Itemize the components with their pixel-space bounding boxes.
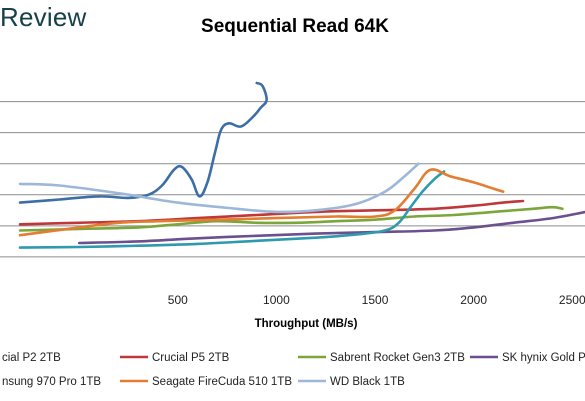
series-line-5: [18, 170, 446, 249]
series-line-1: [18, 81, 268, 204]
x-tick-label-500: 500: [168, 293, 188, 307]
legend-item-5: nsung 970 Pro 1TB: [2, 376, 101, 388]
legend-label-3: Sabrent Rocket Gen3 2TB: [330, 352, 465, 364]
legend-label-2: Crucial P5 2TB: [152, 352, 230, 364]
legend-item-1: cial P2 2TB: [2, 352, 61, 364]
series-line-6: [18, 168, 505, 237]
legend-item-4: SK hynix Gold P3: [470, 352, 585, 364]
x-tick-label-2000: 2000: [460, 293, 487, 307]
legend-label-4: SK hynix Gold P3: [502, 352, 585, 364]
legend-label-1: cial P2 2TB: [2, 352, 61, 364]
x-tick-labels: 500 1000 1500 2000 2500: [168, 293, 585, 307]
legend-label-7: WD Black 1TB: [330, 376, 405, 388]
series-line-3: [18, 205, 564, 232]
x-tick-label-1000: 1000: [263, 293, 290, 307]
legend-item-2: Crucial P5 2TB: [120, 352, 230, 364]
legend: cial P2 2TB Crucial P5 2TB Sabrent Rocket …: [2, 352, 585, 388]
x-tick-label-1500: 1500: [362, 293, 389, 307]
legend-item-7: WD Black 1TB: [298, 376, 405, 388]
x-axis-title: Throughput (MB/s): [255, 318, 358, 330]
legend-item-3: Sabrent Rocket Gen3 2TB: [298, 352, 465, 364]
site-logo-text: Review: [0, 2, 87, 32]
chart-title: Sequential Read 64K: [201, 16, 389, 37]
legend-item-6: Seagate FireCuda 510 1TB: [120, 376, 292, 388]
series-line-7: [18, 162, 420, 214]
series-lines: [18, 81, 585, 249]
x-tick-label-2500: 2500: [559, 293, 585, 307]
legend-label-5: nsung 970 Pro 1TB: [2, 376, 101, 388]
legend-label-6: Seagate FireCuda 510 1TB: [152, 376, 292, 388]
